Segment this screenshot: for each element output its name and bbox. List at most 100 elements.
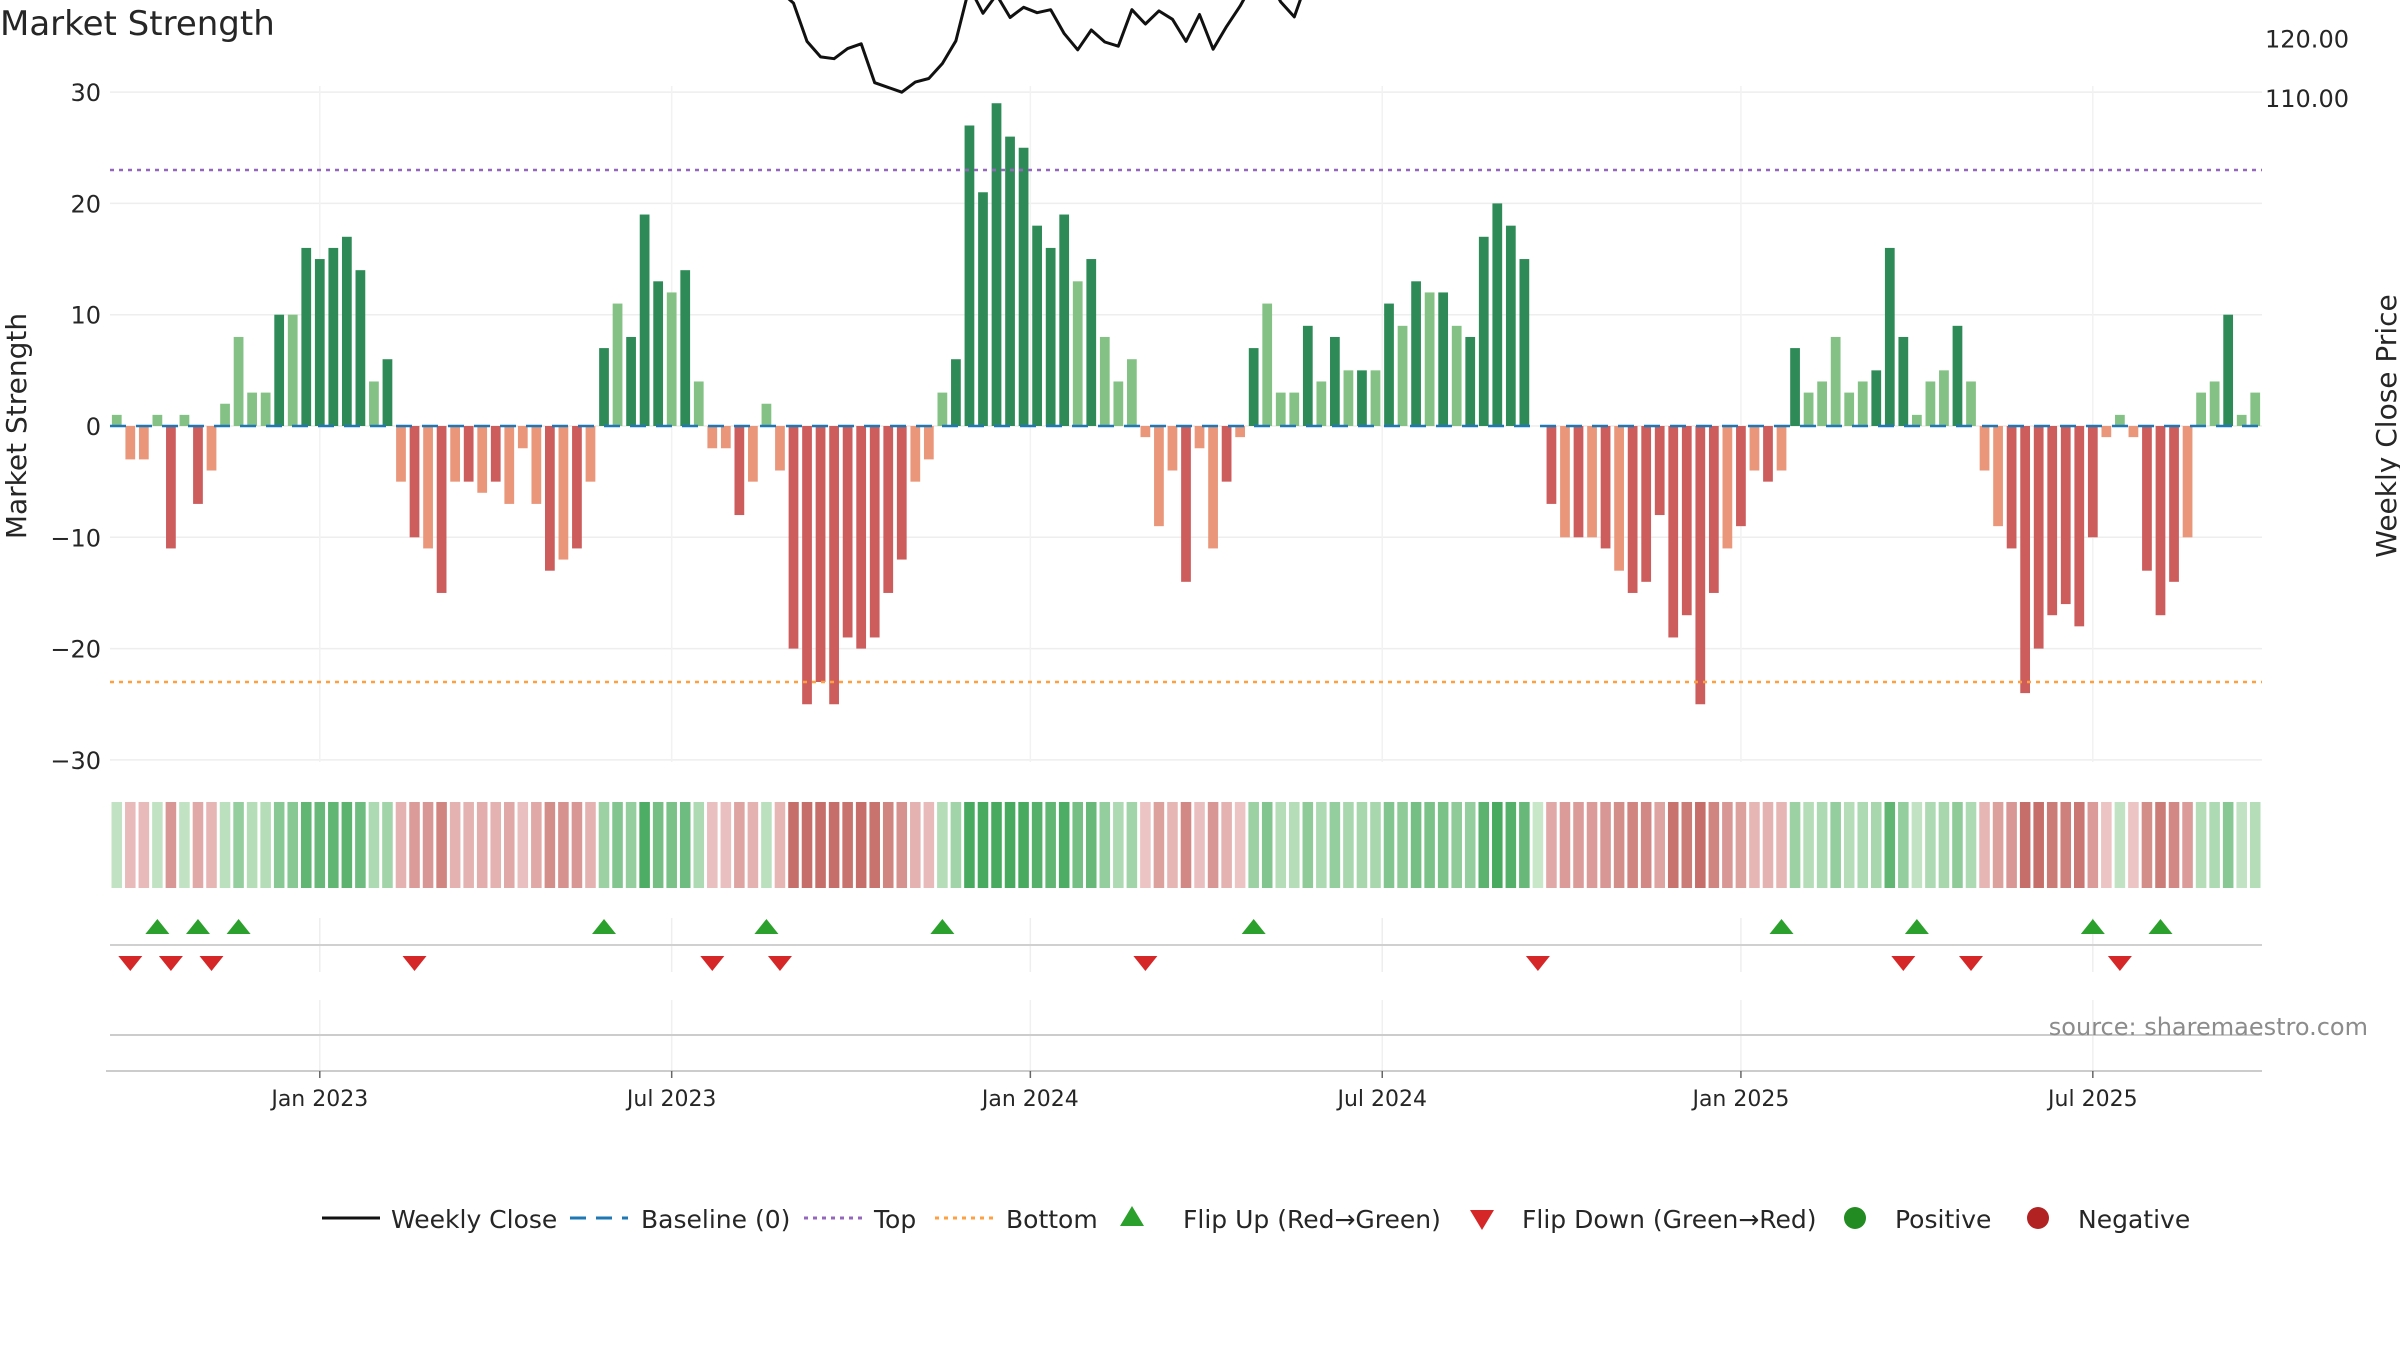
strength-bar bbox=[2074, 426, 2085, 627]
strip-cell bbox=[1045, 802, 1056, 888]
flip-down-marker bbox=[767, 956, 792, 971]
left-tick-label: −10 bbox=[50, 524, 101, 552]
strip-cell bbox=[355, 802, 366, 888]
strength-bar bbox=[1357, 370, 1367, 426]
strip-cell bbox=[246, 802, 258, 888]
strip-cell bbox=[1749, 802, 1760, 888]
strength-bar bbox=[1817, 381, 1827, 426]
left-tick-label: −20 bbox=[50, 636, 101, 664]
strip-cell bbox=[2006, 802, 2017, 888]
strength-bar bbox=[463, 426, 474, 482]
strength-bar bbox=[1898, 336, 1909, 426]
strip-cell bbox=[152, 802, 163, 888]
strength-bar bbox=[328, 247, 339, 426]
strip-cell bbox=[2141, 802, 2153, 888]
x-tick-label: Jan 2025 bbox=[1690, 1087, 1789, 1112]
strip-cell bbox=[2155, 802, 2166, 888]
right-tick-label: 110.00 bbox=[2265, 85, 2349, 113]
strength-bar bbox=[1857, 381, 1868, 426]
strength-bar bbox=[2087, 426, 2098, 538]
strip-cell bbox=[1329, 802, 1341, 888]
left-tick-label: 20 bbox=[70, 190, 101, 218]
strip-cell bbox=[382, 802, 393, 888]
strength-bar bbox=[626, 336, 636, 426]
strength-bar bbox=[639, 214, 650, 426]
legend-flip-up-icon bbox=[1120, 1206, 1144, 1226]
strip-cell bbox=[828, 802, 840, 888]
strip-cell bbox=[409, 802, 420, 888]
strength-bar bbox=[531, 426, 542, 504]
strip-cell bbox=[1654, 802, 1665, 888]
strength-bar bbox=[829, 426, 839, 705]
flip-up-marker bbox=[1769, 919, 1794, 934]
strength-bar bbox=[572, 426, 582, 549]
strength-bar bbox=[1384, 303, 1394, 426]
strip-cell bbox=[1451, 802, 1462, 888]
strength-bar bbox=[910, 426, 921, 482]
strength-bar bbox=[1032, 225, 1042, 426]
strength-bar bbox=[1113, 381, 1124, 426]
strip-cell bbox=[869, 802, 880, 888]
strength-bar bbox=[517, 426, 528, 449]
strength-bar bbox=[1830, 336, 1841, 426]
strength-bars bbox=[111, 103, 2261, 705]
strip-cell bbox=[2236, 802, 2247, 888]
strength-bar bbox=[2169, 426, 2179, 582]
strength-bar bbox=[450, 426, 461, 482]
strength-bar bbox=[1424, 292, 1435, 426]
flip-down-marker bbox=[402, 956, 427, 971]
strip-cell bbox=[1085, 802, 1097, 888]
strength-bar bbox=[1736, 426, 1746, 527]
strength-bar bbox=[775, 426, 785, 471]
strength-bar bbox=[1478, 236, 1489, 426]
strength-bar bbox=[1560, 426, 1570, 538]
strip-cell bbox=[1370, 802, 1381, 888]
strip-cell bbox=[1722, 802, 1733, 888]
strength-bar bbox=[653, 281, 664, 426]
strip-cell bbox=[896, 802, 908, 888]
strength-bar bbox=[680, 270, 691, 426]
left-tick-label: 30 bbox=[70, 79, 101, 107]
strip-cell bbox=[2168, 802, 2180, 888]
strength-bar bbox=[2250, 392, 2261, 426]
strip-cell bbox=[273, 802, 285, 888]
strip-cell bbox=[2046, 802, 2058, 888]
strength-bar bbox=[978, 192, 988, 426]
strip-cell bbox=[679, 802, 691, 888]
strip-cell bbox=[490, 802, 502, 888]
strength-bar bbox=[1099, 336, 1110, 426]
strength-bar bbox=[125, 426, 136, 460]
strength-bar bbox=[1343, 370, 1354, 426]
strength-bar bbox=[599, 348, 609, 426]
strip-cell bbox=[1356, 802, 1368, 888]
strength-bar bbox=[111, 414, 122, 426]
strip-cell bbox=[1261, 802, 1273, 888]
legend-weekly-close-label: Weekly Close bbox=[391, 1205, 557, 1234]
strength-bar bbox=[1627, 426, 1638, 593]
strip-cell bbox=[544, 802, 556, 888]
strength-bar bbox=[1546, 426, 1557, 504]
strip-cell bbox=[1776, 802, 1787, 888]
left-tick-label: 10 bbox=[70, 302, 101, 330]
legend-baseline-label: Baseline (0) bbox=[641, 1205, 790, 1234]
strip-cell bbox=[666, 802, 677, 888]
strength-bar bbox=[896, 426, 907, 560]
strip-cell bbox=[328, 802, 339, 888]
strength-bar bbox=[923, 426, 934, 460]
right-tick-label: 120.00 bbox=[2265, 25, 2349, 53]
strip-cell bbox=[165, 802, 177, 888]
strip-cell bbox=[964, 802, 975, 888]
strip-cell bbox=[1640, 802, 1652, 888]
strip-cell bbox=[517, 802, 529, 888]
strength-bar bbox=[2115, 414, 2125, 426]
legend-flip-down-icon bbox=[1470, 1210, 1494, 1230]
flip-down-marker bbox=[2107, 956, 2132, 971]
strength-bar bbox=[2101, 426, 2112, 438]
strength-bar bbox=[409, 426, 420, 538]
flip-up-marker bbox=[754, 919, 779, 934]
x-tick-label: Jan 2023 bbox=[269, 1087, 368, 1112]
strength-bar bbox=[734, 426, 745, 516]
strip-cell bbox=[287, 802, 298, 888]
legend-negative-label: Negative bbox=[2078, 1205, 2190, 1234]
